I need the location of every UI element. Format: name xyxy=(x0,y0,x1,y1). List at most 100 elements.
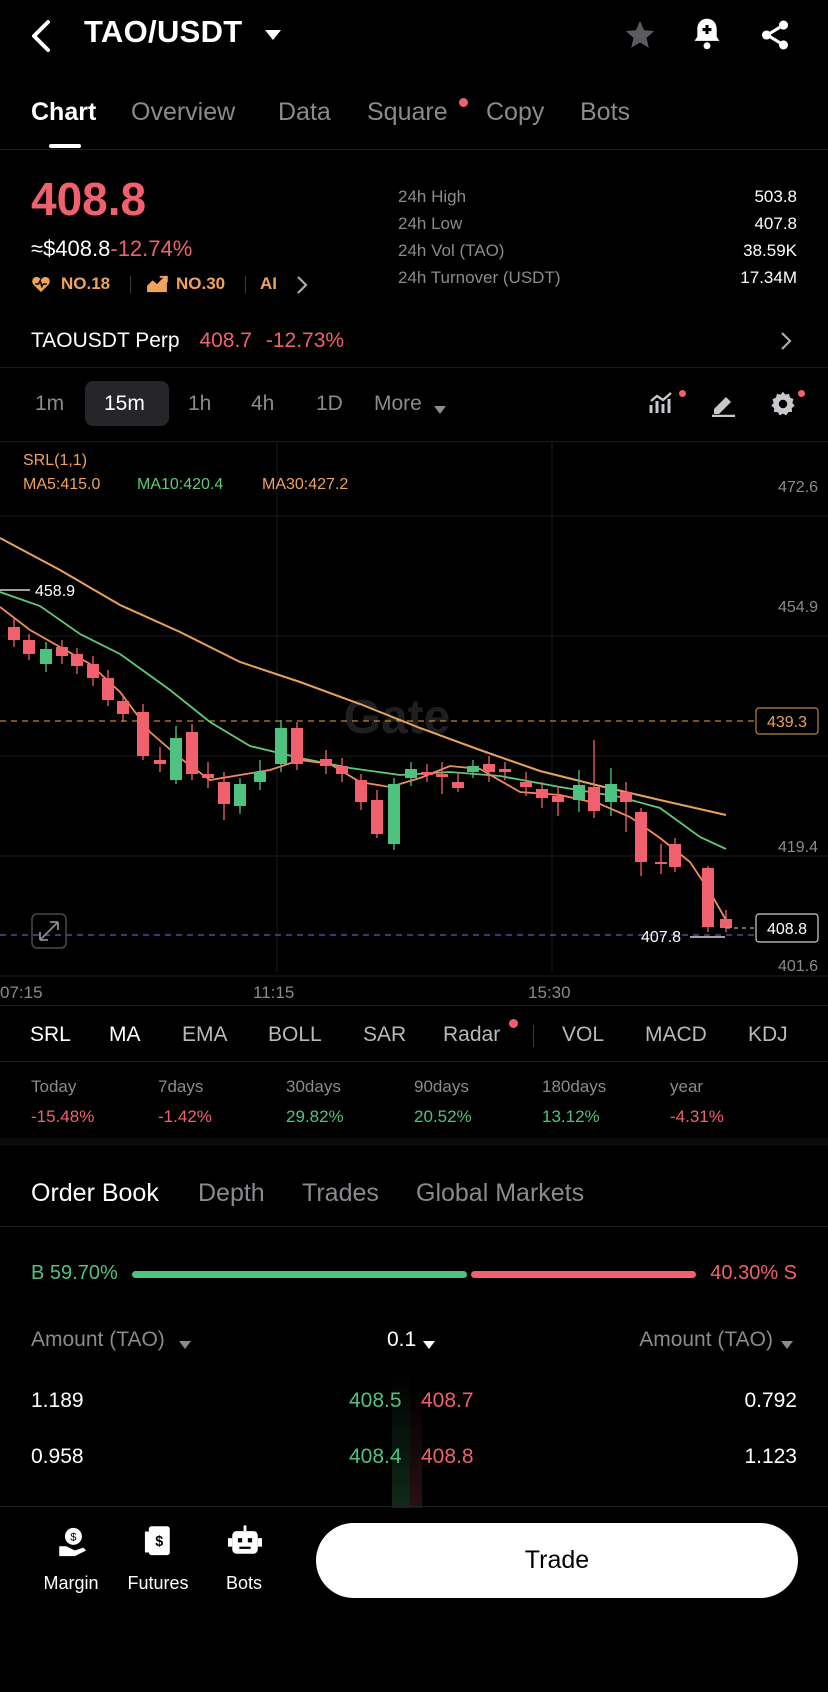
nav-futures[interactable]: Futures xyxy=(127,1573,189,1593)
candlestick-chart[interactable]: Gate 458.9 407.8 472.6 454.9 419.4 401.6… xyxy=(0,442,828,977)
candles-group xyxy=(8,618,732,932)
y-tick-401: 401.6 xyxy=(778,958,818,975)
indicators-icon[interactable] xyxy=(649,391,677,422)
settings-gear-icon[interactable] xyxy=(769,390,797,423)
perf-value-7days: -1.42% xyxy=(158,1107,212,1126)
candle-body-37 xyxy=(635,812,647,862)
candle-body-41 xyxy=(720,919,732,928)
indicator-sar[interactable]: SAR xyxy=(363,1023,407,1046)
candle-body-2 xyxy=(40,649,52,664)
right-header-caret-icon[interactable] xyxy=(781,1336,793,1354)
indicator-boll[interactable]: BOLL xyxy=(268,1023,322,1046)
candle-body-0 xyxy=(8,627,20,640)
interval-more[interactable]: More xyxy=(374,392,422,415)
perp-name: TAOUSDT Perp xyxy=(31,329,180,352)
stat-value-vol: 38.59K xyxy=(743,241,797,260)
perf-label-today: Today xyxy=(31,1077,77,1096)
precision-caret-icon[interactable] xyxy=(423,1336,435,1354)
bid-price-1[interactable]: 408.5 xyxy=(349,1389,402,1412)
indicator-ma[interactable]: MA xyxy=(109,1023,141,1046)
indicator-ema[interactable]: EMA xyxy=(182,1023,228,1046)
ai-badge[interactable]: AI xyxy=(260,274,277,293)
ask-amount-1[interactable]: 0.792 xyxy=(744,1389,797,1412)
candle-body-12 xyxy=(202,774,214,778)
candle-body-26 xyxy=(452,782,464,788)
trade-button[interactable]: Trade xyxy=(316,1523,798,1598)
perp-divider xyxy=(0,367,828,368)
tab-overview[interactable]: Overview xyxy=(131,98,236,126)
ask-amount-2[interactable]: 1.123 xyxy=(744,1445,797,1468)
indicator-macd[interactable]: MACD xyxy=(645,1023,707,1046)
x-tick-0715-label: 07:15 xyxy=(0,983,43,1002)
tab-depth[interactable]: Depth xyxy=(198,1179,265,1207)
indicator-srl[interactable]: SRL xyxy=(30,1023,71,1046)
settings-dot xyxy=(798,390,805,397)
candle-body-6 xyxy=(102,678,114,700)
bots-icon[interactable] xyxy=(228,1524,262,1563)
left-amount-header[interactable]: Amount (TAO) xyxy=(31,1328,165,1351)
current-price-box xyxy=(755,913,819,943)
interval-1d[interactable]: 1D xyxy=(316,392,343,415)
interval-divider xyxy=(0,441,828,442)
tab-order-book[interactable]: Order Book xyxy=(31,1179,159,1207)
tab-chart[interactable]: Chart xyxy=(31,98,97,126)
nav-margin[interactable]: Margin xyxy=(43,1573,99,1593)
pair-title[interactable]: TAO/USDT xyxy=(84,14,243,49)
futures-icon[interactable]: $ xyxy=(142,1525,174,1564)
stat-value-turnover: 17.34M xyxy=(740,268,797,287)
interval-active-bg xyxy=(85,381,169,426)
tab-copy[interactable]: Copy xyxy=(486,98,545,126)
candle-body-36 xyxy=(620,792,632,802)
interval-4h[interactable]: 4h xyxy=(251,392,275,415)
rank-badge-2[interactable]: NO.30 xyxy=(176,274,226,293)
bid-price-2[interactable]: 408.4 xyxy=(349,1445,402,1468)
perf-value-30days: 29.82% xyxy=(286,1107,344,1126)
precision-select[interactable]: 0.1 xyxy=(387,1328,417,1351)
tab-trades[interactable]: Trades xyxy=(302,1179,379,1207)
indicator-vol[interactable]: VOL xyxy=(562,1023,605,1046)
stat-label-low: 24h Low xyxy=(398,214,463,233)
more-chevron-down-icon[interactable] xyxy=(434,401,446,419)
candle-body-38 xyxy=(655,862,667,864)
tab-global-markets[interactable]: Global Markets xyxy=(416,1179,585,1207)
right-amount-header[interactable]: Amount (TAO) xyxy=(639,1328,773,1351)
perp-chevron-right-icon[interactable] xyxy=(780,331,792,356)
back-icon[interactable] xyxy=(28,18,56,59)
chevron-down-icon[interactable] xyxy=(264,28,282,46)
candle-body-30 xyxy=(520,782,532,787)
candle-body-7 xyxy=(117,701,129,714)
perp-row[interactable]: TAOUSDT Perp 408.7 -12.73% xyxy=(31,329,344,353)
ma30-label: MA30:427.2 xyxy=(262,476,349,493)
candle-body-10 xyxy=(170,738,182,780)
indicator-kdj[interactable]: KDJ xyxy=(748,1023,788,1046)
perf-label-year: year xyxy=(670,1077,704,1096)
draw-pen-icon[interactable] xyxy=(709,391,737,422)
ask-price-1[interactable]: 408.7 xyxy=(421,1389,474,1412)
margin-icon[interactable]: $ xyxy=(55,1525,89,1564)
y-tick-454: 454.9 xyxy=(778,599,818,616)
share-icon[interactable] xyxy=(758,18,792,57)
interval-1h[interactable]: 1h xyxy=(188,392,212,415)
candle-body-23 xyxy=(405,769,417,778)
rank-badge-1[interactable]: NO.18 xyxy=(61,274,111,293)
bid-amount-1[interactable]: 1.189 xyxy=(31,1389,84,1412)
dashed-level-box xyxy=(755,707,819,735)
dashed-level-label: 439.3 xyxy=(767,714,807,731)
sell-ratio-bar xyxy=(470,1271,696,1278)
left-header-caret-icon[interactable] xyxy=(179,1336,191,1354)
ask-price-2[interactable]: 408.8 xyxy=(421,1445,474,1468)
interval-1m[interactable]: 1m xyxy=(35,392,65,415)
nav-bots[interactable]: Bots xyxy=(225,1573,263,1593)
buy-ratio: B 59.70% xyxy=(31,1262,118,1284)
tab-data[interactable]: Data xyxy=(278,98,331,126)
y-tick-472: 472.6 xyxy=(778,479,818,496)
bell-add-icon[interactable] xyxy=(690,16,724,57)
star-icon[interactable] xyxy=(622,18,658,57)
interval-15m[interactable]: 15m xyxy=(104,392,145,415)
chevron-right-icon[interactable] xyxy=(296,275,308,300)
tab-bots[interactable]: Bots xyxy=(580,98,631,126)
tab-square[interactable]: Square xyxy=(367,98,448,126)
rank-separator-2 xyxy=(245,276,246,294)
indicator-radar[interactable]: Radar xyxy=(443,1023,501,1046)
bid-amount-2[interactable]: 0.958 xyxy=(31,1445,84,1468)
